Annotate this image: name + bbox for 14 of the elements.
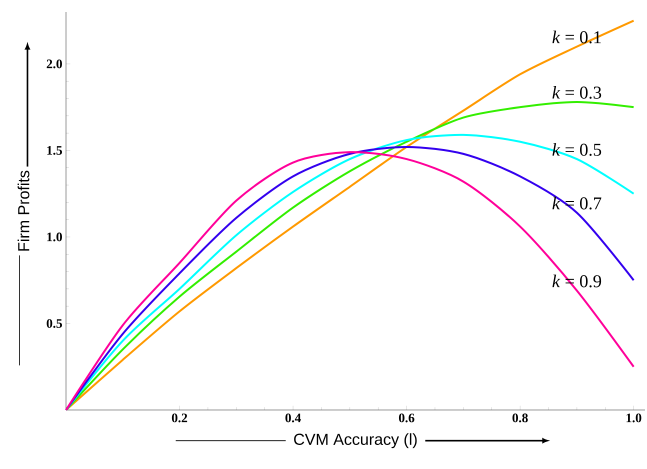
x-tick-label: 0.8 — [512, 414, 528, 422]
x-axis-title: CVM Accuracy (l) — [294, 433, 417, 448]
x-tick-label: 0.4 — [285, 414, 301, 422]
y-axis-title: Firm Profits — [18, 170, 30, 251]
line-series — [65, 20, 635, 411]
x-tick-label: 0.6 — [398, 414, 414, 422]
y-tick-label: 1.5 — [47, 146, 62, 155]
series-label: k = 0.3 — [552, 86, 602, 99]
x-tick-label: 0.2 — [172, 414, 188, 422]
series-label: k = 0.7 — [552, 196, 602, 210]
y-tick-label: 1.0 — [47, 232, 62, 242]
y-tick-label: 0.5 — [46, 319, 62, 328]
x-tick-label: 1.0 — [626, 414, 642, 422]
y-tick-label: 2.0 — [46, 60, 62, 68]
